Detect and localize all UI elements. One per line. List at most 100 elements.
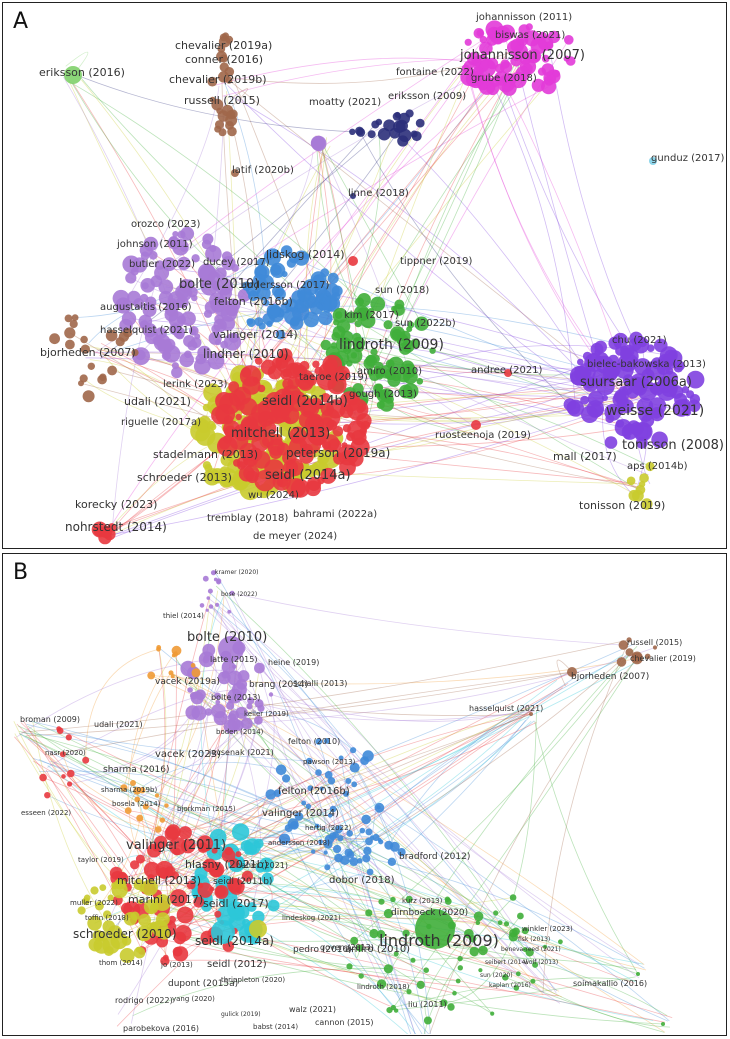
node <box>577 358 584 366</box>
node <box>410 130 418 138</box>
node <box>510 38 525 53</box>
node <box>362 854 371 863</box>
node <box>65 734 72 741</box>
node-label: vacek (2023) <box>155 749 221 760</box>
node <box>327 813 333 818</box>
node <box>407 321 415 329</box>
node-label: amiro (2010) <box>357 366 422 377</box>
edge <box>354 767 431 1034</box>
node <box>254 469 276 492</box>
node <box>110 932 128 950</box>
edge <box>210 606 354 751</box>
node <box>195 353 207 365</box>
node-label: nohrstedt (2014) <box>65 520 167 534</box>
node <box>245 412 267 434</box>
node-label: schalli (2013) <box>293 679 347 688</box>
node <box>254 394 263 403</box>
node <box>246 902 257 912</box>
node <box>457 955 463 962</box>
edge <box>88 282 267 344</box>
node <box>290 433 301 444</box>
edge <box>602 385 635 496</box>
node-label: brang (2014) <box>249 680 308 690</box>
network-a: eriksson (2016) chevalier (2019a)conner (… <box>39 12 724 545</box>
node-label: bielec-bakowska (2013) <box>587 359 706 370</box>
node <box>283 460 299 475</box>
edge <box>215 585 536 966</box>
node <box>532 961 539 968</box>
node <box>374 802 385 813</box>
node <box>515 66 531 81</box>
node <box>254 265 268 279</box>
node-label: andersson (2017) <box>241 280 329 291</box>
node <box>227 688 243 704</box>
edge <box>318 772 426 1034</box>
node <box>246 470 259 484</box>
node <box>141 879 158 896</box>
node-label: amiro (2010) <box>345 944 410 955</box>
node-label: bahrami (2022a) <box>293 509 377 520</box>
node <box>252 910 265 924</box>
node <box>472 66 484 78</box>
node <box>312 360 320 368</box>
network-b: kramer (2020) bose (2022) thiel (2014) bolt… <box>13 569 696 1034</box>
edge <box>183 871 371 934</box>
node <box>345 778 352 784</box>
edge <box>160 841 414 961</box>
node <box>178 826 192 840</box>
node <box>383 908 393 919</box>
node <box>195 689 206 701</box>
node-label: esseen (2022) <box>21 809 71 817</box>
node <box>641 498 653 510</box>
node <box>314 823 320 829</box>
node <box>650 407 665 422</box>
node <box>190 421 211 442</box>
node <box>323 738 330 744</box>
node <box>237 670 250 682</box>
node-label: biswas (2021) <box>495 30 565 41</box>
edge <box>127 647 166 888</box>
node <box>240 717 253 730</box>
node <box>501 81 517 96</box>
node <box>619 399 634 414</box>
edge <box>396 132 588 374</box>
node <box>92 930 104 941</box>
node <box>401 363 417 379</box>
node <box>649 157 657 165</box>
node <box>365 909 373 917</box>
node <box>219 875 227 883</box>
node <box>410 957 416 963</box>
node-label: ducey (2017) <box>203 257 270 268</box>
node <box>288 252 300 264</box>
nodes <box>49 20 705 545</box>
node <box>99 884 107 891</box>
node <box>231 169 239 177</box>
node <box>356 405 364 414</box>
node <box>231 823 250 841</box>
node <box>226 701 235 710</box>
node <box>71 314 79 321</box>
node <box>290 478 310 498</box>
node-label: soimakallio (2016) <box>573 979 647 988</box>
node <box>414 316 429 331</box>
node <box>292 365 303 376</box>
node <box>235 851 242 858</box>
node <box>367 130 376 139</box>
node <box>218 636 244 662</box>
node-label: seidl (2014a) <box>265 468 351 483</box>
node <box>471 56 482 67</box>
node <box>107 365 117 376</box>
node <box>190 663 196 668</box>
node <box>221 660 236 674</box>
node-label: moatty (2021) <box>309 97 381 108</box>
node <box>67 769 75 778</box>
node <box>541 63 555 76</box>
edge <box>259 667 640 965</box>
node <box>214 910 222 918</box>
node <box>172 231 179 238</box>
node <box>177 256 191 271</box>
node <box>103 946 114 956</box>
node-label: parobekova (2016) <box>123 1024 199 1033</box>
node-label: seibert (2014) <box>485 959 528 966</box>
node <box>492 27 500 35</box>
